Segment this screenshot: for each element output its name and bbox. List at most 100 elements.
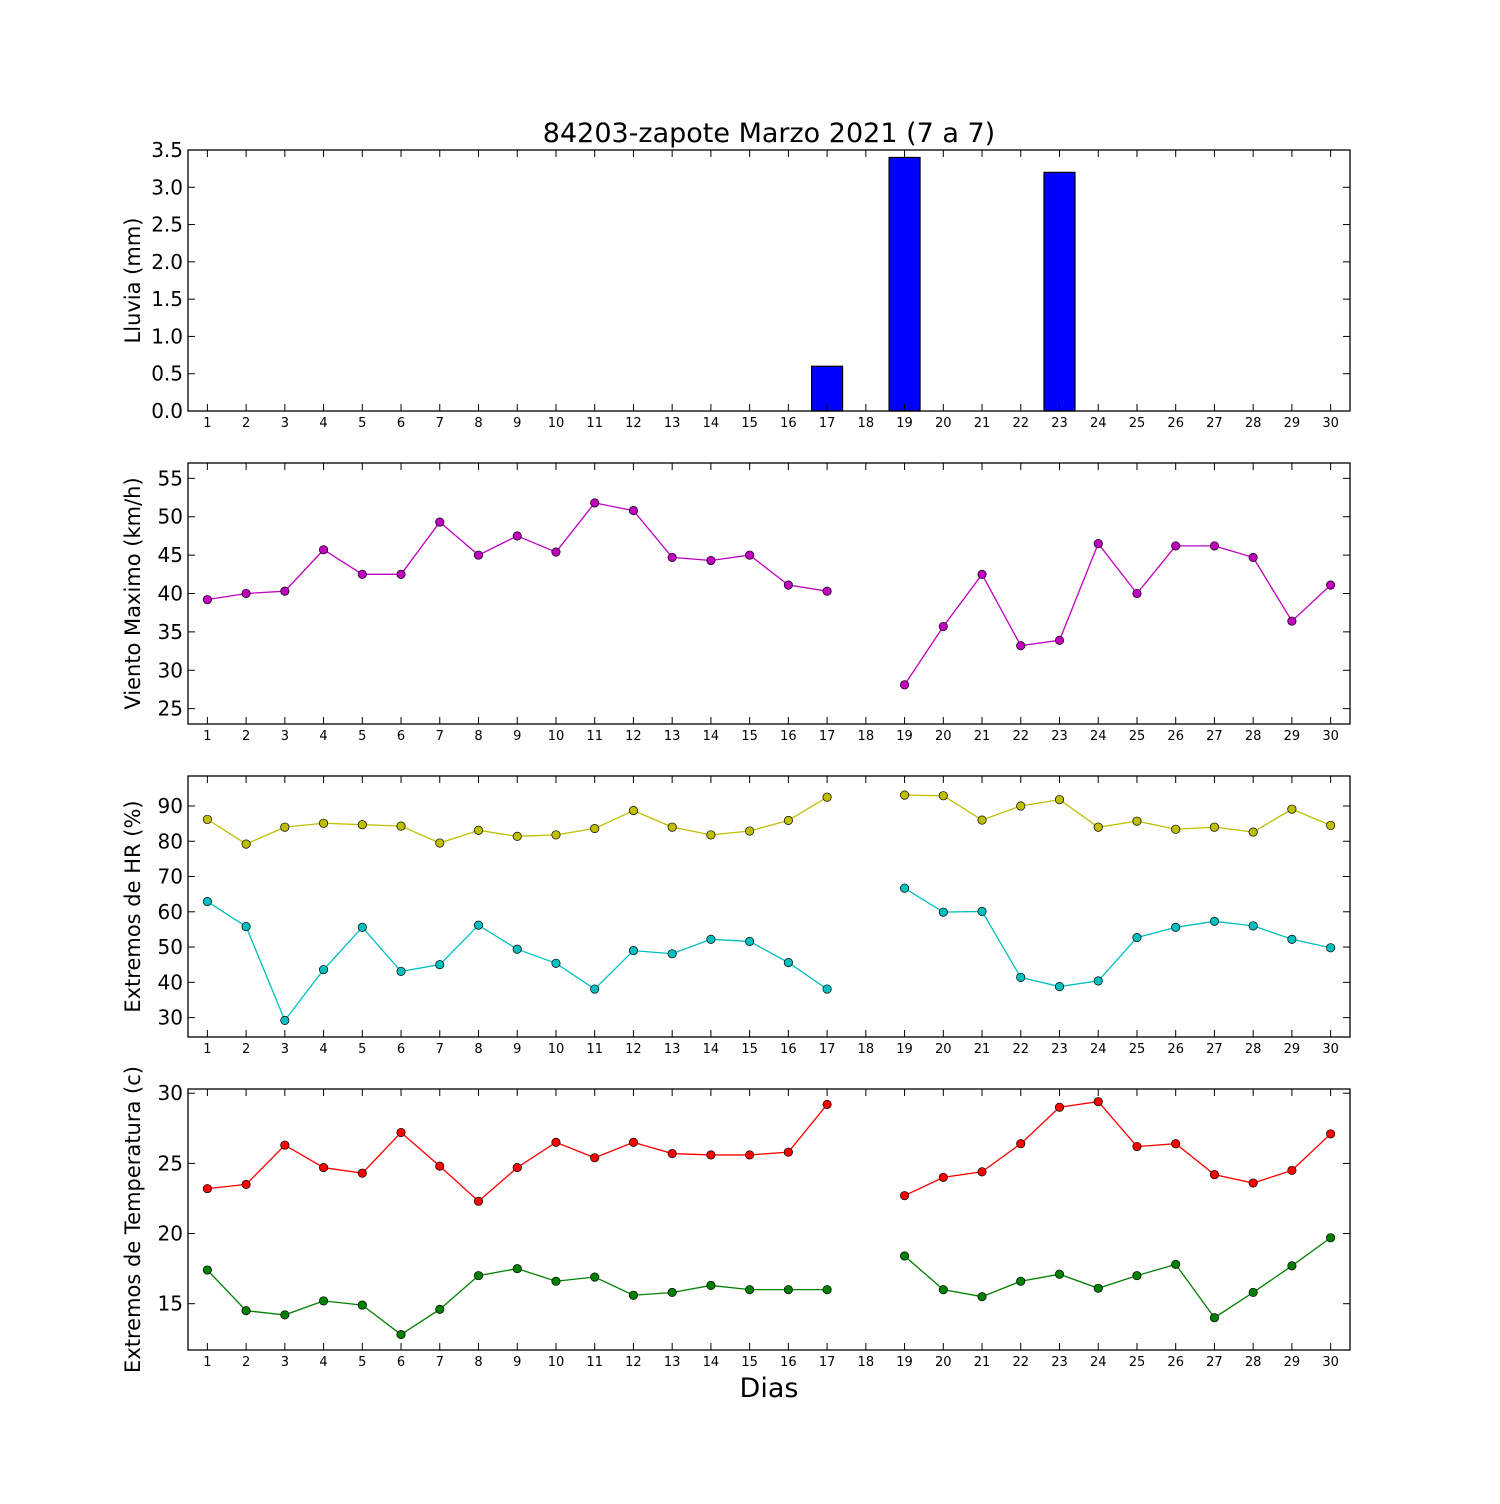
bar-day-23 xyxy=(1043,171,1076,412)
x-tick-label: 6 xyxy=(397,416,405,431)
x-tick-label: 22 xyxy=(1012,1355,1029,1370)
series-0-line-segment-0 xyxy=(207,502,828,601)
x-tick-label: 26 xyxy=(1167,729,1184,744)
y-tick-label: 80 xyxy=(158,829,183,853)
series-1-point-day-7 xyxy=(435,1304,445,1314)
x-tick-label: 24 xyxy=(1090,416,1107,431)
x-tick-label: 1 xyxy=(203,729,211,744)
series-0-point-day-7 xyxy=(435,517,445,527)
series-1-point-day-26 xyxy=(1171,922,1181,932)
x-tick-label: 14 xyxy=(703,416,720,431)
series-0-point-day-8 xyxy=(473,825,484,835)
x-tick-label: 2 xyxy=(242,1042,250,1057)
y-tick-label: 0.5 xyxy=(151,362,183,386)
x-tick-label: 11 xyxy=(586,416,603,431)
series-0-point-day-29 xyxy=(1287,1165,1297,1175)
series-0-point-day-22 xyxy=(1016,801,1026,811)
x-tick-label: 1 xyxy=(203,1042,211,1057)
series-1-point-day-6 xyxy=(396,966,406,976)
series-0-point-day-13 xyxy=(667,822,677,832)
series-1-point-day-22 xyxy=(1016,1276,1026,1286)
x-tick-label: 26 xyxy=(1167,416,1184,431)
x-tick-label: 10 xyxy=(548,416,565,431)
series-0-point-day-28 xyxy=(1248,552,1258,562)
series-0-point-day-11 xyxy=(590,824,600,834)
x-tick-label: 13 xyxy=(664,1355,681,1370)
x-tick-label: 19 xyxy=(896,729,913,744)
series-1-point-day-5 xyxy=(357,1300,367,1310)
x-tick-label: 25 xyxy=(1129,416,1146,431)
series-0-point-day-1 xyxy=(202,595,212,605)
series-0-point-day-17 xyxy=(822,1099,832,1109)
series-0-point-day-30 xyxy=(1326,1129,1336,1139)
series-0-point-day-30 xyxy=(1326,580,1336,590)
series-0-line-segment-1 xyxy=(904,1100,1332,1197)
series-0-point-day-7 xyxy=(435,1161,445,1171)
x-tick-label: 29 xyxy=(1284,1042,1301,1057)
x-tick-label: 16 xyxy=(780,729,797,744)
series-1-point-day-2 xyxy=(241,922,251,932)
x-tick-label: 19 xyxy=(896,1355,913,1370)
x-tick-label: 27 xyxy=(1206,1042,1223,1057)
series-0-point-day-15 xyxy=(745,550,755,560)
x-tick-label: 4 xyxy=(319,1042,327,1057)
axes-frame xyxy=(187,775,1351,1038)
y-tick-label: 2.0 xyxy=(151,250,183,274)
series-0-point-day-27 xyxy=(1209,541,1219,551)
axes-frame xyxy=(187,1088,1351,1351)
series-0-point-day-4 xyxy=(319,1163,329,1173)
series-0-point-day-28 xyxy=(1248,1178,1258,1188)
x-tick-label: 4 xyxy=(319,416,327,431)
series-0-point-day-22 xyxy=(1016,1139,1026,1149)
x-tick-label: 20 xyxy=(935,1042,952,1057)
x-tick-label: 6 xyxy=(397,729,405,744)
x-tick-label: 27 xyxy=(1206,729,1223,744)
x-tick-label: 19 xyxy=(896,1042,913,1057)
series-0-point-day-2 xyxy=(241,588,251,599)
x-tick-label: 27 xyxy=(1206,416,1223,431)
series-1-point-day-22 xyxy=(1016,972,1026,982)
series-0-point-day-15 xyxy=(745,826,755,836)
series-1-point-day-4 xyxy=(319,965,329,975)
y-tick-label: 30 xyxy=(158,658,183,682)
x-tick-label: 28 xyxy=(1245,729,1262,744)
x-tick-label: 5 xyxy=(358,1042,366,1057)
bar-day-17 xyxy=(811,365,844,412)
chart-title: 84203-zapote Marzo 2021 (7 a 7) xyxy=(543,118,995,149)
x-tick-label: 4 xyxy=(319,729,327,744)
y-tick-label: 2.5 xyxy=(151,213,183,237)
series-0-point-day-2 xyxy=(241,1179,251,1189)
series-1-point-day-23 xyxy=(1054,982,1065,992)
x-tick-label: 2 xyxy=(242,729,250,744)
x-tick-label: 10 xyxy=(548,1355,565,1370)
y-tick-label: 60 xyxy=(158,900,183,924)
x-tick-label: 9 xyxy=(513,1355,521,1370)
axes-frame xyxy=(187,462,1351,725)
x-tick-label: 18 xyxy=(858,729,875,744)
series-0-point-day-3 xyxy=(280,1140,290,1150)
x-tick-label: 5 xyxy=(358,729,366,744)
series-0-point-day-24 xyxy=(1093,1097,1103,1107)
x-tick-label: 15 xyxy=(741,416,758,431)
series-0-point-day-2 xyxy=(241,839,251,849)
x-tick-label: 2 xyxy=(242,416,250,431)
series-1-point-day-5 xyxy=(357,922,367,932)
series-0-point-day-17 xyxy=(822,792,832,802)
series-1-point-day-30 xyxy=(1326,943,1336,953)
series-1-point-day-16 xyxy=(783,958,793,968)
x-tick-label: 9 xyxy=(513,1042,521,1057)
series-1-point-day-3 xyxy=(280,1310,290,1320)
series-0-point-day-6 xyxy=(396,821,406,831)
series-0-point-day-5 xyxy=(357,820,367,830)
series-1-point-day-27 xyxy=(1209,1313,1219,1323)
series-0-point-day-24 xyxy=(1093,539,1103,549)
y-tick-label: 0.0 xyxy=(151,399,183,423)
x-tick-label: 21 xyxy=(974,1355,991,1370)
x-tick-label: 28 xyxy=(1245,1355,1262,1370)
series-1-point-day-15 xyxy=(745,936,755,946)
series-1-point-day-20 xyxy=(938,1285,948,1295)
series-1-point-day-23 xyxy=(1054,1269,1065,1279)
series-1-point-day-12 xyxy=(628,1290,638,1300)
series-1-point-day-27 xyxy=(1209,916,1219,926)
x-tick-label: 2 xyxy=(242,1355,250,1370)
